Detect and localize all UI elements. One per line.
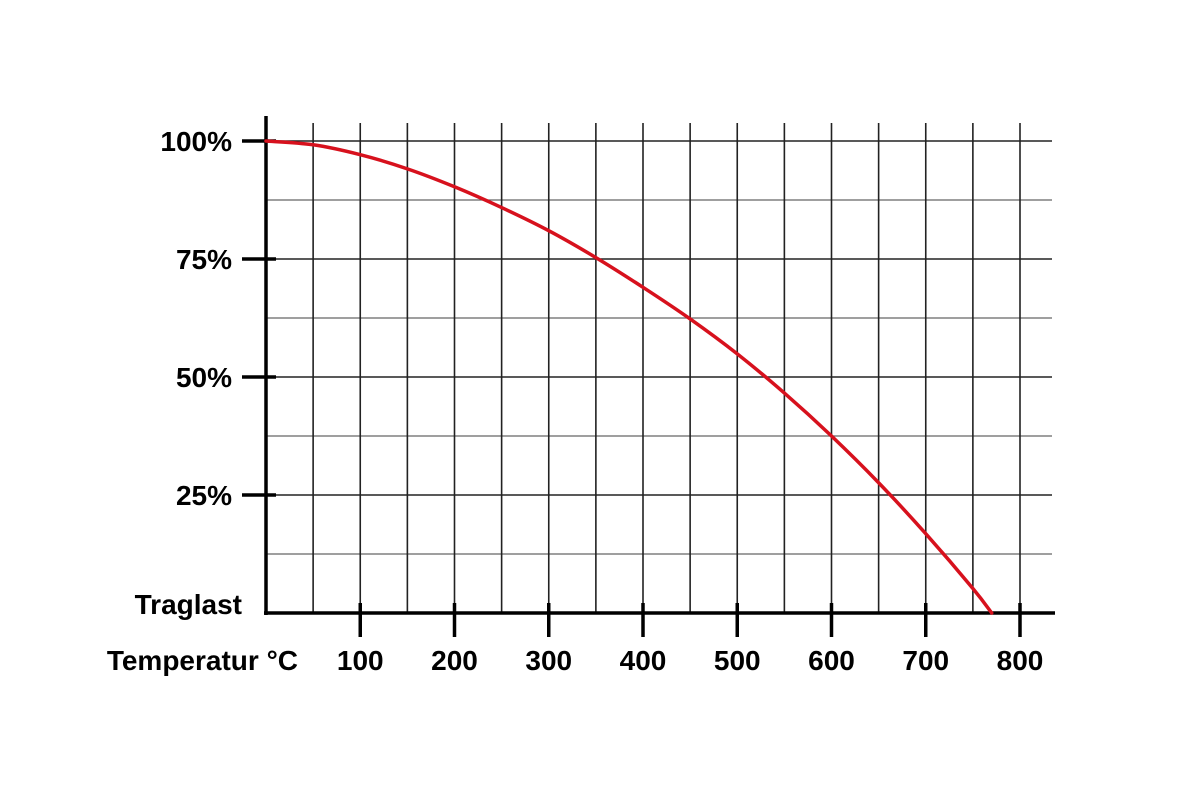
x-tick-label: 300 <box>525 645 572 676</box>
x-tick-label: 200 <box>431 645 478 676</box>
y-tick-label: 50% <box>176 362 232 393</box>
minor-grid <box>266 199 1052 555</box>
x-tick-label: 100 <box>337 645 384 676</box>
major-grid <box>266 123 1052 613</box>
axis-ticks <box>242 139 1022 637</box>
y-axis-title: Traglast <box>135 589 242 620</box>
x-tick-label: 600 <box>808 645 855 676</box>
x-tick-label: 700 <box>902 645 949 676</box>
x-tick-label: 400 <box>620 645 667 676</box>
y-tick-label: 25% <box>176 480 232 511</box>
series-lines <box>264 139 994 615</box>
y-tick-label: 100% <box>160 126 232 157</box>
x-axis-title: Temperatur °C <box>107 645 298 676</box>
x-tick-label: 800 <box>997 645 1044 676</box>
y-tick-label: 75% <box>176 244 232 275</box>
load-curve <box>264 139 994 615</box>
x-tick-label: 500 <box>714 645 761 676</box>
tick-labels: 25% 50% 75% 100% 100 200 300 400 500 600 700 800 <box>160 126 1043 676</box>
axes <box>264 116 1055 615</box>
